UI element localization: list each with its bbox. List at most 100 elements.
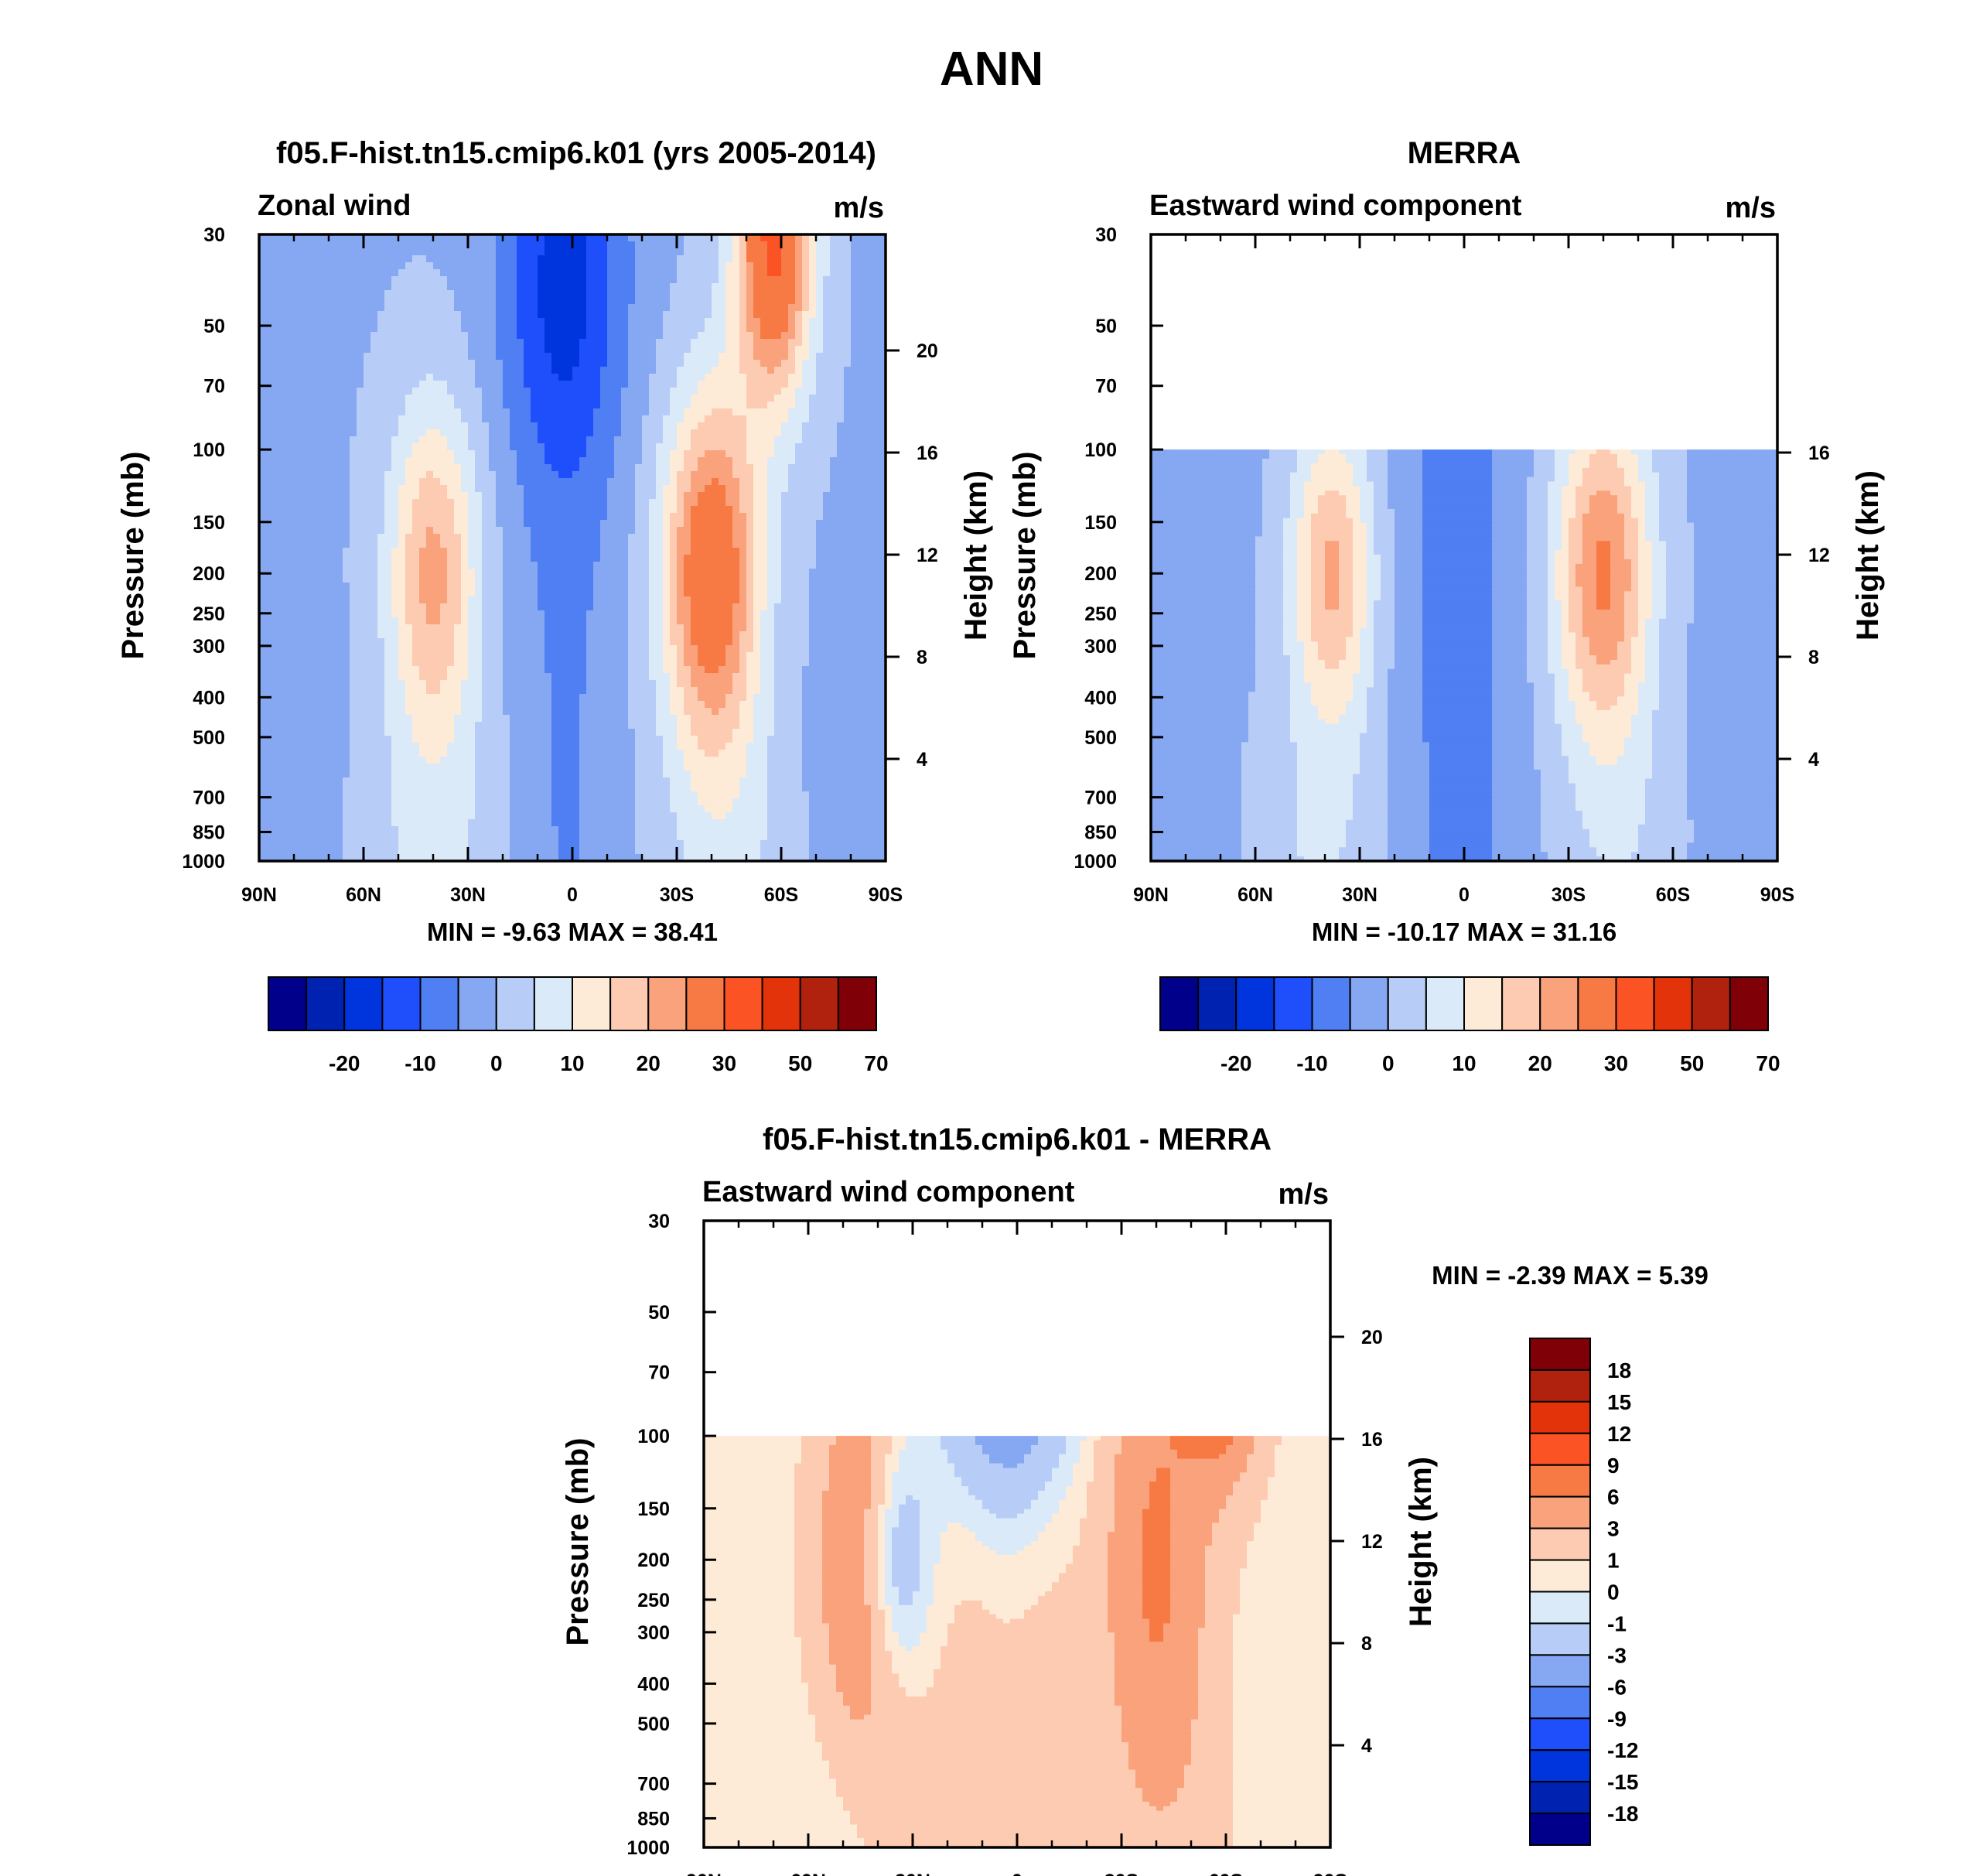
contour-cell xyxy=(732,436,740,444)
contour-cell xyxy=(551,443,559,451)
contour-cell xyxy=(732,234,740,242)
contour-cell xyxy=(280,408,288,416)
contour-cell xyxy=(725,492,733,500)
contour-cell xyxy=(384,506,392,514)
contour-cell xyxy=(447,360,455,367)
contour-cell xyxy=(551,555,559,562)
contour-cell xyxy=(635,596,643,604)
contour-cell xyxy=(879,548,886,555)
contour-cell xyxy=(370,429,378,437)
contour-cell xyxy=(384,443,392,451)
contour-cell xyxy=(468,513,476,521)
contour-cell xyxy=(370,332,378,340)
contour-cell xyxy=(468,402,476,409)
contour-cell xyxy=(809,534,817,542)
contour-cell xyxy=(558,388,566,395)
contour-cell xyxy=(391,402,399,409)
contour-cell xyxy=(607,589,615,597)
contour-cell xyxy=(336,562,343,569)
contour-cell xyxy=(628,241,636,249)
contour-cell xyxy=(739,374,747,381)
contour-cell xyxy=(468,408,476,416)
contour-cell xyxy=(384,499,392,507)
contour-cell xyxy=(259,318,267,326)
contour-cell xyxy=(607,332,615,340)
contour-cell xyxy=(572,360,580,367)
contour-cell xyxy=(823,436,831,444)
contour-cell xyxy=(336,248,343,256)
contour-cell xyxy=(517,443,524,451)
contour-cell xyxy=(391,478,399,486)
contour-cell xyxy=(308,388,316,395)
contour-cell xyxy=(412,555,420,562)
contour-cell xyxy=(670,415,678,423)
contour-cell xyxy=(600,506,608,514)
contour-cell xyxy=(725,290,733,298)
contour-cell xyxy=(795,402,803,409)
contour-cell xyxy=(753,492,761,500)
contour-cell xyxy=(670,318,678,326)
contour-cell xyxy=(809,248,817,256)
contour-cell xyxy=(844,589,852,597)
contour-cell xyxy=(642,283,650,291)
contour-cell xyxy=(767,506,775,514)
contour-cell xyxy=(336,388,343,395)
contour-cell xyxy=(357,339,364,347)
contour-cell xyxy=(600,339,608,347)
contour-cell xyxy=(308,562,316,569)
contour-cell xyxy=(851,318,859,326)
contour-cell xyxy=(781,471,789,479)
contour-cell xyxy=(879,429,886,437)
contour-cell xyxy=(621,415,629,423)
contour-cell xyxy=(259,290,267,298)
contour-cell xyxy=(259,248,267,256)
contour-cell xyxy=(774,610,782,618)
contour-cell xyxy=(725,415,733,423)
contour-cell xyxy=(454,234,462,242)
contour-cell xyxy=(642,276,650,284)
contour-cell xyxy=(725,276,733,284)
contour-cell xyxy=(879,443,886,451)
contour-cell xyxy=(816,541,824,548)
contour-cell xyxy=(308,548,316,555)
contour-cell xyxy=(725,381,733,388)
contour-cell xyxy=(538,541,545,548)
contour-cell xyxy=(705,492,712,500)
contour-cell xyxy=(760,436,768,444)
contour-cell xyxy=(635,485,643,493)
contour-cell xyxy=(287,562,295,569)
contour-cell xyxy=(412,464,420,472)
contour-cell xyxy=(364,464,371,472)
contour-cell xyxy=(370,492,378,500)
contour-cell xyxy=(593,429,601,437)
contour-cell xyxy=(663,290,671,298)
contour-cell xyxy=(739,381,747,388)
contour-cell xyxy=(656,506,664,514)
contour-cell xyxy=(287,506,295,514)
contour-cell xyxy=(551,450,559,458)
contour-cell xyxy=(663,603,671,611)
contour-cell xyxy=(357,415,364,423)
contour-cell xyxy=(454,499,462,507)
contour-cell xyxy=(468,534,476,542)
contour-cell xyxy=(538,617,545,625)
contour-cell xyxy=(739,443,747,451)
contour-cell xyxy=(496,408,504,416)
contour-cell xyxy=(357,457,364,465)
contour-cell xyxy=(482,241,490,249)
contour-cell xyxy=(823,492,831,500)
contour-cell xyxy=(475,388,483,395)
contour-cell xyxy=(879,283,886,291)
contour-cell xyxy=(725,589,733,597)
contour-cell xyxy=(329,596,336,604)
contour-cell xyxy=(531,332,538,340)
contour-cell xyxy=(343,422,350,430)
contour-cell xyxy=(364,534,371,542)
contour-cell xyxy=(684,562,691,569)
contour-cell xyxy=(663,360,671,367)
contour-cell xyxy=(760,569,768,576)
contour-cell xyxy=(461,527,469,535)
contour-cell xyxy=(266,318,274,326)
contour-cell xyxy=(572,402,580,409)
contour-cell xyxy=(524,408,531,416)
